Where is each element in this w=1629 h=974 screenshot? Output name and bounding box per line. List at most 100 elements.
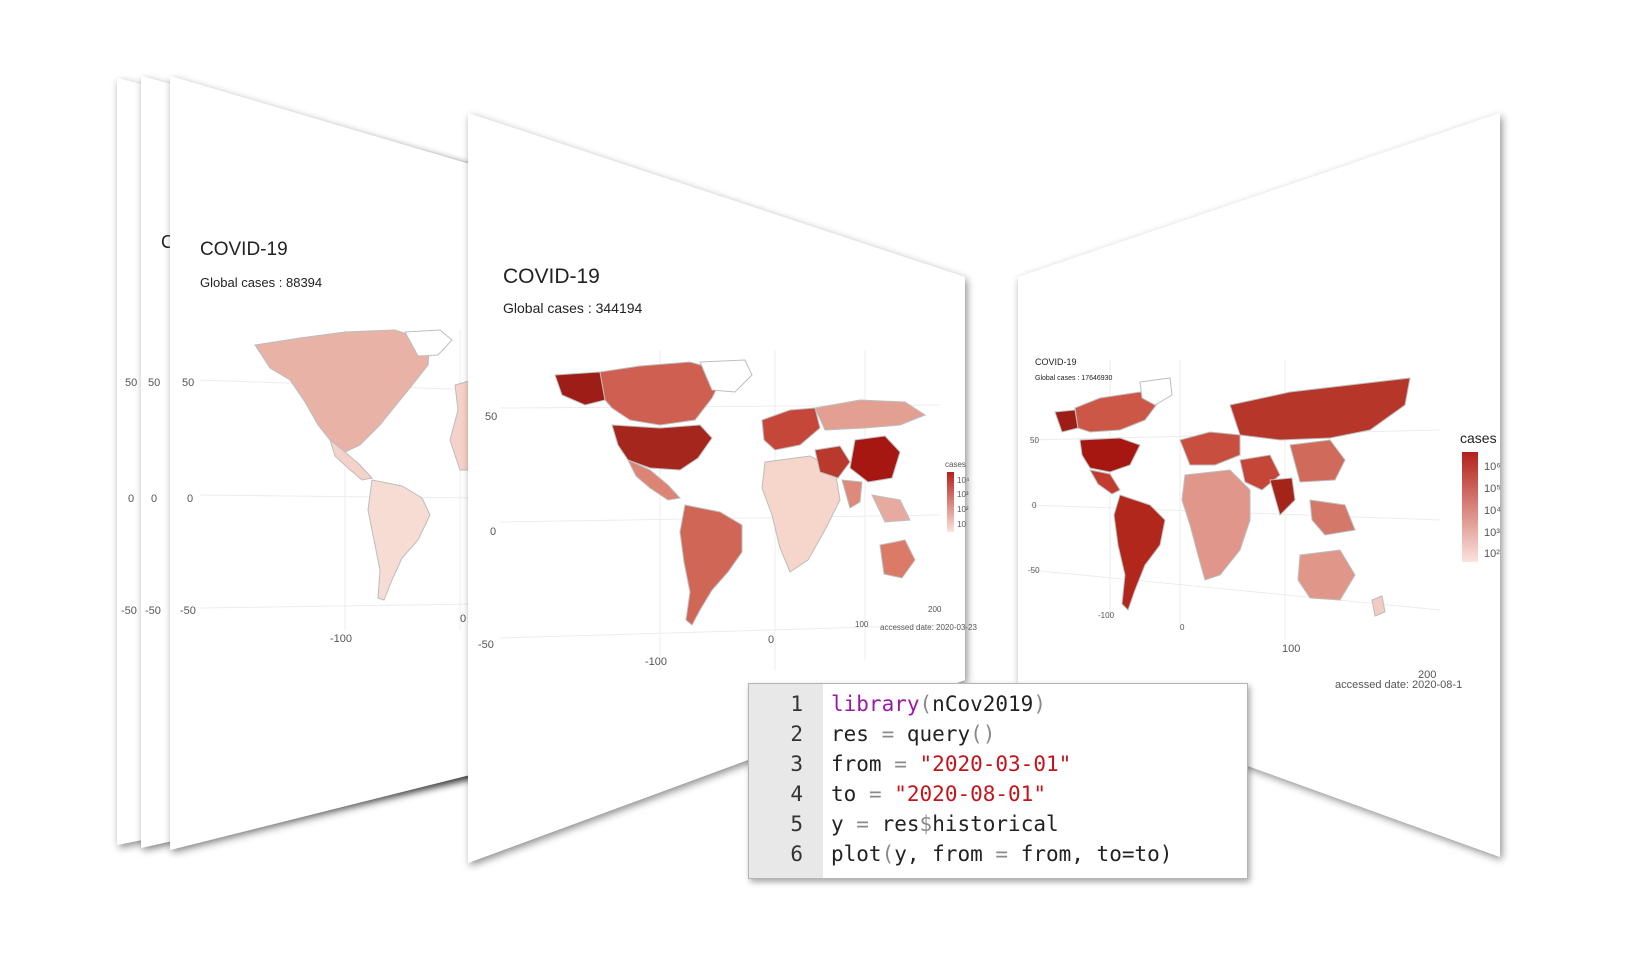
right-x-tick-200: 200: [1418, 669, 1436, 681]
middle-title: COVID-19: [503, 265, 600, 288]
code-token: plot: [831, 842, 882, 866]
middle-accessed-date: accessed date: 2020-03-23: [880, 623, 978, 632]
middle-usa: [611, 424, 713, 471]
code-token: =: [868, 782, 882, 806]
back-y-tick-m50: -50: [180, 605, 196, 617]
right-y-tick-0: 0: [1032, 501, 1037, 510]
line-number: 3: [790, 752, 803, 776]
right-greenland: [1139, 377, 1173, 406]
back-x-tick-0: 0: [460, 613, 466, 625]
middle-middle-east: [814, 445, 851, 479]
right-x-tick-m100: -100: [1098, 611, 1115, 620]
code-token: from, to=to): [1008, 842, 1173, 866]
back-x-tick-m100: -100: [330, 633, 352, 645]
code-token: (: [919, 692, 933, 716]
code-token: =: [881, 722, 895, 746]
middle-legend-tick-1: 10³: [957, 490, 969, 499]
right-legend-title: cases: [1460, 430, 1497, 446]
right-china: [1289, 439, 1346, 483]
line-number: 1: [790, 692, 803, 716]
right-australia: [1297, 549, 1356, 601]
right-legend-tick-3: 10³: [1484, 527, 1500, 539]
code-token: res: [831, 722, 882, 746]
stack-tick-0-a: 0: [128, 493, 134, 505]
middle-canada: [599, 361, 726, 426]
right-africa: [1181, 469, 1251, 581]
middle-legend-bar: [947, 472, 954, 532]
middle-china: [849, 435, 901, 483]
code-token: from: [831, 752, 895, 776]
right-mexico: [1089, 469, 1121, 495]
right-canada: [1074, 391, 1161, 433]
line-number: 4: [790, 782, 803, 806]
middle-alaska: [554, 371, 606, 406]
code-keyword: library: [831, 692, 920, 716]
code-token: nCov2019: [932, 692, 1034, 716]
middle-legend-tick-2: 10²: [957, 505, 969, 514]
back-north-america: [254, 329, 431, 453]
right-legend-bar: [1462, 452, 1478, 562]
right-se-asia: [1309, 499, 1356, 536]
right-south-america: [1113, 494, 1166, 611]
stack-tick-50-a: 50: [125, 377, 137, 389]
stack-tick-0-b: 0: [151, 493, 157, 505]
middle-australia: [879, 539, 916, 579]
back-greenland: [404, 329, 453, 357]
right-legend-tick-2: 10⁴: [1484, 505, 1501, 517]
code-string: "2020-03-01": [919, 752, 1072, 776]
right-russia: [1229, 377, 1411, 441]
right-legend-tick-0: 10⁶: [1484, 461, 1501, 473]
stack-tick-50-b: 50: [148, 377, 160, 389]
back-mexico: [329, 438, 373, 481]
right-india: [1269, 477, 1296, 516]
right-accessed-date: accessed date: 2020-08-1: [1335, 679, 1462, 691]
code-token: [907, 752, 920, 776]
right-subtitle: Global cases : 17646930: [1035, 375, 1113, 382]
code-panel: 1 2 3 4 5 6 library(nCov2019) res = quer…: [748, 683, 1248, 879]
right-y-tick-50: 50: [1030, 436, 1039, 445]
line-number: 6: [790, 842, 803, 866]
right-y-tick-m50: -50: [1028, 566, 1040, 575]
code-token: ): [1033, 692, 1046, 716]
middle-mexico: [626, 458, 681, 501]
middle-legend-tick-0: 10⁴: [957, 476, 970, 485]
back-subtitle: Global cases : 88394: [200, 275, 322, 290]
code-token: =: [856, 812, 869, 836]
map-page-middle: COVID-19 Global cases : 344194 50 0 -50 …: [468, 113, 978, 863]
middle-y-tick-50: 50: [485, 411, 497, 423]
right-europe: [1179, 431, 1241, 466]
code-token: =: [894, 752, 907, 776]
code-line-6: plot(y, from = from, to=to): [831, 839, 1247, 869]
right-legend-tick-4: 10²: [1484, 548, 1500, 560]
back-y-tick-50: 50: [182, 377, 194, 389]
line-number: 2: [790, 722, 803, 746]
middle-subtitle: Global cases : 344194: [503, 300, 643, 316]
middle-y-tick-m50: -50: [478, 639, 494, 651]
back-south-america: [367, 479, 431, 601]
stack-tick-m50-a: -50: [121, 605, 137, 617]
middle-y-tick-0: 0: [490, 526, 496, 538]
right-x-tick-0: 0: [1180, 623, 1185, 632]
right-usa: [1079, 437, 1141, 473]
middle-x-tick-0: 0: [768, 634, 774, 646]
code-token: (): [970, 722, 996, 746]
code-token: y: [831, 812, 857, 836]
right-legend-tick-1: 10⁵: [1484, 483, 1501, 495]
code-token: [882, 782, 895, 806]
code-token: $: [919, 812, 933, 836]
map-page-back: COVID-19 Global cases : 88394 50 0 -50 -…: [170, 76, 490, 850]
middle-x-tick-100: 100: [855, 620, 869, 629]
back-y-tick-0: 0: [187, 493, 193, 505]
middle-russia: [814, 399, 927, 431]
middle-legend-title: cases: [945, 460, 966, 469]
code-line-2: res = query(): [831, 719, 1247, 749]
code-token: y, from: [894, 842, 996, 866]
code-token: res: [868, 812, 920, 836]
right-new-zealand: [1371, 595, 1386, 617]
code-line-5: y = res$historical: [831, 809, 1247, 839]
middle-greenland: [699, 359, 753, 393]
middle-india: [841, 479, 863, 509]
code-token: =: [995, 842, 1009, 866]
middle-europe: [761, 407, 821, 451]
